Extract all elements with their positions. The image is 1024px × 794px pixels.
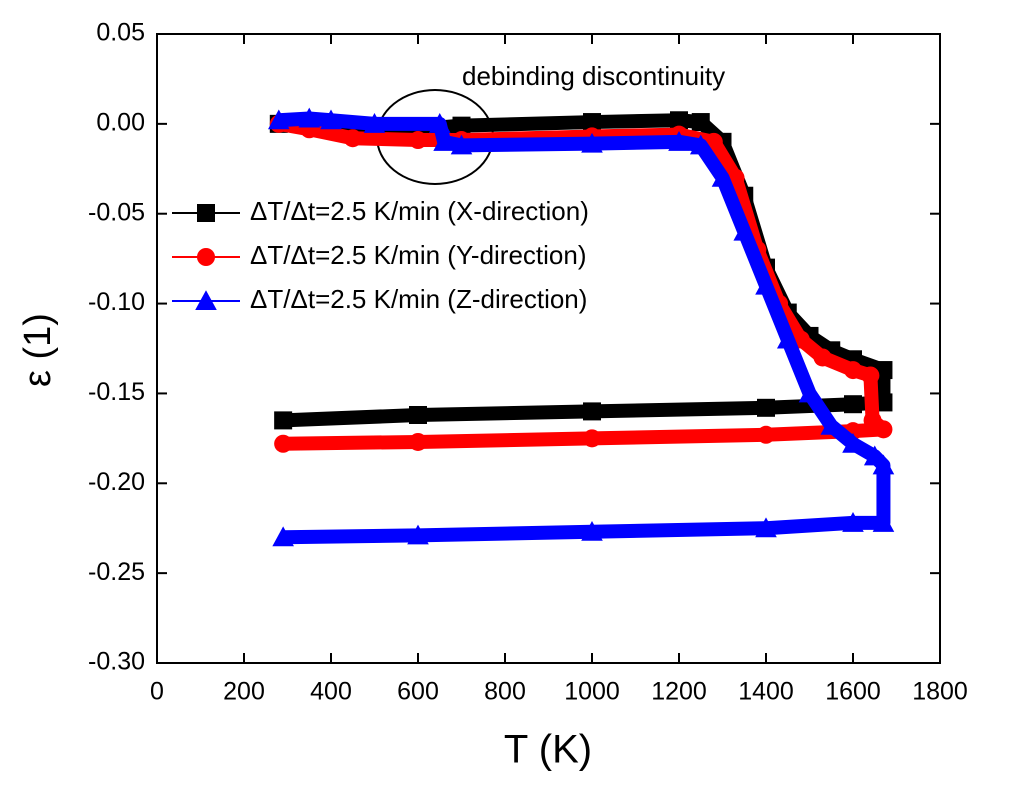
x-tick-label: 800: [484, 678, 526, 706]
marker: [581, 132, 603, 153]
marker: [755, 517, 777, 538]
legend-marker: [195, 290, 217, 310]
marker: [798, 382, 821, 403]
x-tick-label: 400: [310, 678, 352, 706]
marker: [861, 366, 880, 385]
marker: [820, 414, 843, 435]
series-line: [278, 113, 891, 428]
marker: [711, 166, 734, 187]
marker: [409, 131, 427, 150]
marker: [872, 454, 895, 475]
y-tick-label: 0.00: [96, 108, 145, 136]
marker: [842, 432, 864, 453]
plot-frame: [156, 33, 941, 664]
y-tick-label: -0.15: [88, 378, 145, 406]
x-tick-label: 1400: [738, 678, 794, 706]
marker: [691, 113, 710, 132]
marker: [274, 434, 293, 453]
marker: [409, 432, 427, 451]
marker: [581, 521, 603, 541]
marker: [298, 107, 321, 128]
legend-marker: [197, 204, 215, 222]
marker: [428, 113, 451, 133]
marker: [874, 393, 893, 412]
y-tick-label: -0.25: [88, 558, 145, 586]
marker: [583, 429, 601, 448]
marker: [874, 420, 893, 439]
y-tick-label: -0.20: [88, 468, 145, 496]
marker: [274, 411, 293, 430]
marker: [583, 402, 601, 421]
y-tick-label: 0.05: [96, 19, 145, 47]
marker: [844, 395, 862, 414]
marker: [842, 512, 864, 532]
annotation: debinding discontinuity: [462, 61, 725, 91]
x-tick-label: 200: [223, 678, 265, 706]
x-tick-label: 1600: [825, 678, 881, 706]
marker: [668, 131, 690, 151]
marker: [733, 220, 756, 241]
marker: [343, 129, 362, 148]
marker: [776, 328, 799, 349]
legend-label: ΔT/Δt=2.5 K/min (Z-direction): [250, 284, 587, 314]
marker: [813, 348, 832, 367]
marker: [863, 445, 886, 466]
legend-marker: [197, 248, 215, 266]
marker: [409, 405, 427, 424]
marker: [670, 111, 688, 130]
marker: [452, 116, 471, 135]
marker: [450, 134, 473, 155]
x-tick-label: 0: [150, 678, 164, 706]
y-tick-label: -0.30: [88, 648, 145, 676]
marker: [433, 131, 455, 151]
marker: [755, 274, 777, 295]
x-tick-label: 1200: [651, 678, 707, 706]
marker: [407, 524, 429, 545]
marker: [268, 109, 290, 130]
x-axis-label: T (K): [504, 728, 592, 772]
marker: [757, 398, 775, 417]
marker: [872, 512, 895, 532]
x-tick-label: 600: [397, 678, 439, 706]
x-tick-label: 1800: [912, 678, 968, 706]
marker: [272, 526, 294, 547]
legend-label: ΔT/Δt=2.5 K/min (Y-direction): [250, 240, 587, 270]
x-tick-label: 1000: [564, 678, 620, 706]
y-axis-label: ε (1): [17, 313, 59, 387]
marker: [689, 134, 712, 155]
legend-label: ΔT/Δt=2.5 K/min (X-direction): [250, 196, 589, 226]
y-tick-label: -0.10: [88, 288, 145, 316]
marker: [844, 361, 862, 380]
marker: [757, 425, 775, 444]
marker: [583, 113, 601, 132]
marker: [363, 113, 386, 133]
marker: [320, 109, 342, 130]
y-tick-label: -0.05: [88, 198, 145, 226]
